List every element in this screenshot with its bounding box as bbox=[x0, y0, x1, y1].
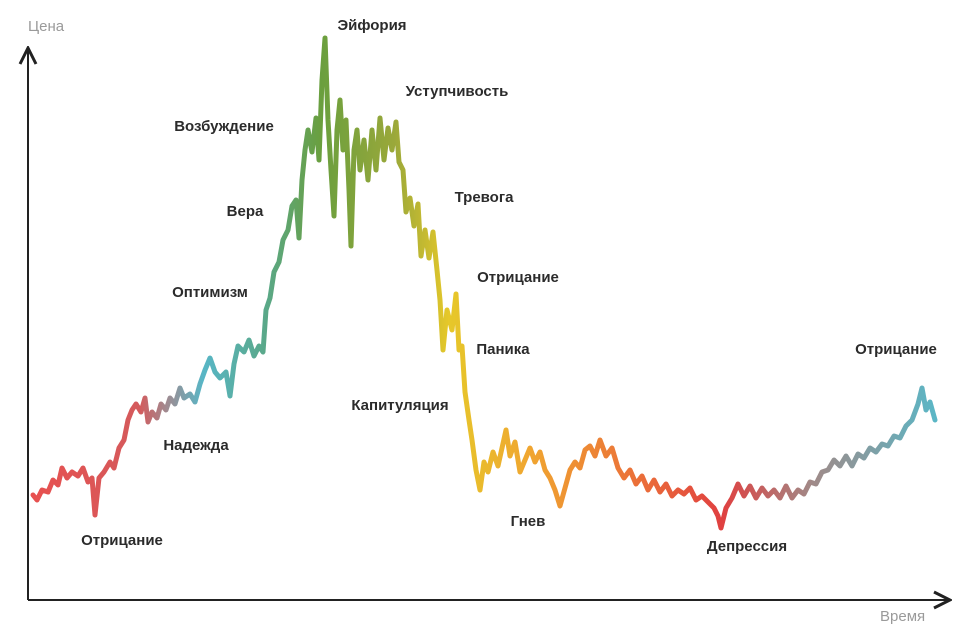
stage-label: Тревога bbox=[455, 189, 515, 206]
x-axis-label: Время bbox=[880, 608, 925, 625]
stage-label: Уступчивость bbox=[406, 83, 509, 100]
stage-label: Надежда bbox=[163, 437, 229, 454]
stage-label: Эйфория bbox=[337, 17, 406, 34]
stage-label: Вера bbox=[227, 203, 264, 220]
stage-label: Отрицание bbox=[855, 341, 937, 358]
stage-label: Капитуляция bbox=[351, 397, 448, 414]
stage-label: Отрицание bbox=[81, 532, 163, 549]
stage-label: Депрессия bbox=[707, 538, 787, 555]
stage-label: Гнев bbox=[511, 513, 546, 530]
y-axis-label: Цена bbox=[28, 18, 65, 35]
price-line bbox=[30, 35, 938, 531]
stage-label: Оптимизм bbox=[172, 284, 248, 301]
stage-label: Отрицание bbox=[477, 269, 559, 286]
stage-label: Паника bbox=[476, 341, 530, 358]
stage-label: Возбуждение bbox=[174, 118, 274, 135]
